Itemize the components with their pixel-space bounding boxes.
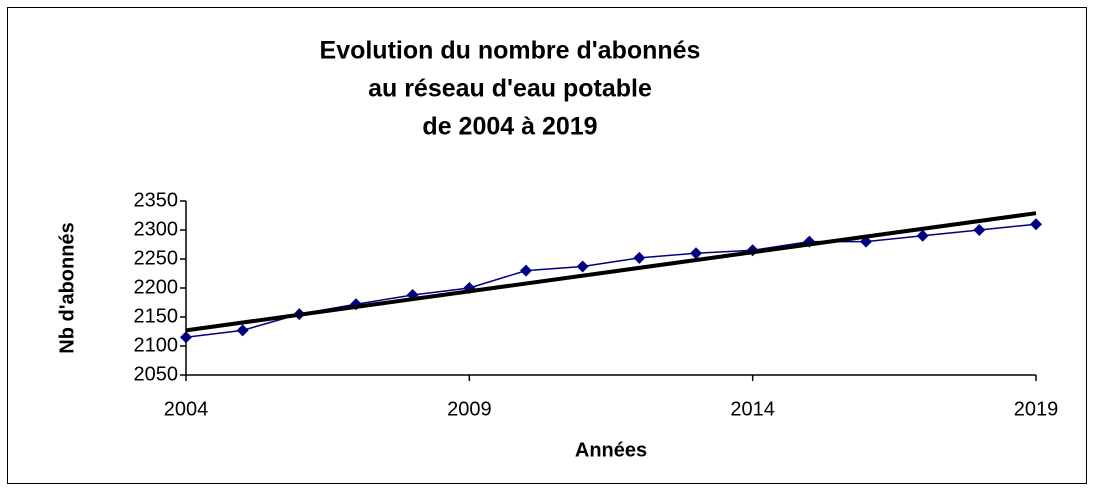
x-tick-label: 2004 (164, 398, 209, 420)
data-marker (973, 224, 986, 236)
chart-title: au réseau d'eau potable (368, 75, 652, 103)
y-tick-label: 2350 (134, 189, 179, 211)
data-marker (690, 247, 702, 260)
data-marker (633, 251, 646, 264)
data-marker (236, 324, 249, 337)
chart-title: Evolution du nombre d'abonnés (320, 37, 701, 65)
chart-title: de 2004 à 2019 (422, 113, 597, 141)
y-tick-label: 2200 (134, 276, 179, 298)
y-tick-label: 2100 (134, 334, 179, 356)
y-axis-label: Nb d'abonnés (56, 222, 78, 353)
data-marker (180, 331, 192, 344)
x-tick-label: 2014 (730, 398, 775, 420)
data-marker (1030, 218, 1042, 231)
x-axis-label: Années (575, 439, 647, 461)
data-marker (916, 229, 929, 242)
y-tick-label: 2050 (134, 363, 179, 385)
x-tick-label: 2019 (1014, 398, 1059, 420)
chart-border (7, 7, 1087, 484)
trend-line (185, 211, 1037, 333)
y-tick-label: 2300 (134, 218, 179, 240)
data-marker (576, 260, 589, 273)
y-tick-label: 2250 (134, 247, 179, 269)
data-marker (520, 264, 532, 277)
y-tick-label: 2150 (134, 305, 179, 327)
x-tick-label: 2009 (447, 398, 492, 420)
